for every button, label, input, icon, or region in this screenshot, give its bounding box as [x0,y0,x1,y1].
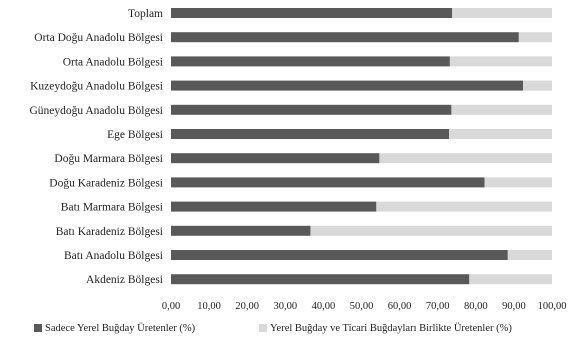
x-tick-label-6: 60,00 [388,301,412,312]
category-label-7: Doğu Karadeniz Bölgesi [49,177,163,189]
x-tick-label-0: 0,00 [162,301,180,312]
bar-local-and-commercial-7 [484,177,552,188]
bar-local-and-commercial-5 [449,129,552,139]
category-label-10: Batı Anadolu Bölgesi [64,250,163,262]
bar-local-and-commercial-2 [449,56,552,67]
category-label-5: Ege Bölgesi [107,129,163,141]
bar-local-only-10 [171,250,508,260]
bar-local-and-commercial-10 [507,250,552,260]
category-label-2: Orta Anadolu Bölgesi [63,56,163,68]
x-tick-label-10: 100,00 [538,301,567,312]
bar-local-and-commercial-3 [523,80,552,91]
legend-swatch-1 [259,324,267,332]
bar-local-only-6 [171,153,380,164]
bar-local-only-2 [171,56,450,67]
x-tick-label-3: 30,00 [273,301,297,312]
category-label-8: Batı Marmara Bölgesi [61,202,163,214]
bar-local-only-1 [171,32,519,43]
bar-local-only-0 [171,8,453,18]
x-axis: 0,00 10,00 20,00 30,00 40,00 50,00 60,00 70,00 8… [162,301,567,312]
x-tick-label-1: 10,00 [197,301,221,312]
bar-local-and-commercial-8 [376,201,552,212]
category-label-11: Akdeniz Bölgesi [86,274,163,286]
category-label-9: Batı Karadeniz Bölgesi [56,226,163,238]
legend-label-0: Sadece Yerel Buğday Üretenler (%) [45,322,196,334]
x-tick-label-7: 70,00 [426,301,450,312]
legend-label-1: Yerel Buğday ve Ticari Buğdayları Birlik… [270,322,512,334]
bar-local-only-5 [171,129,450,139]
bar-local-only-9 [171,225,311,236]
bar-local-only-8 [171,201,377,212]
bar-local-and-commercial-6 [379,153,552,164]
bar-local-only-3 [171,80,524,91]
legend: Sadece Yerel Buğday Üretenler (%) Yerel B… [34,322,512,334]
category-label-6: Doğu Marmara Bölgesi [54,153,163,165]
x-tick-label-4: 40,00 [312,301,336,312]
x-tick-label-2: 20,00 [235,301,259,312]
x-tick-label-5: 50,00 [350,301,374,312]
x-tick-label-9: 90,00 [502,301,526,312]
bar-local-only-4 [171,104,452,115]
category-labels: Toplam Orta Doğu Anadolu Bölgesi Orta Anad… [29,8,163,286]
bar-local-only-7 [171,177,485,188]
category-label-3: Kuzeydoğu Anadolu Bölgesi [30,81,163,93]
category-label-0: Toplam [128,8,163,20]
bars-group [171,8,552,285]
bar-local-and-commercial-11 [469,274,552,285]
bar-local-and-commercial-1 [518,32,552,43]
bar-local-and-commercial-4 [451,104,552,115]
legend-swatch-0 [34,324,42,332]
bar-local-only-11 [171,274,470,285]
bar-local-and-commercial-0 [452,8,552,18]
x-tick-label-8: 80,00 [464,301,488,312]
bar-local-and-commercial-9 [310,225,552,236]
category-label-1: Orta Doğu Anadolu Bölgesi [34,32,163,44]
category-label-4: Güneydoğu Anadolu Bölgesi [29,105,163,117]
